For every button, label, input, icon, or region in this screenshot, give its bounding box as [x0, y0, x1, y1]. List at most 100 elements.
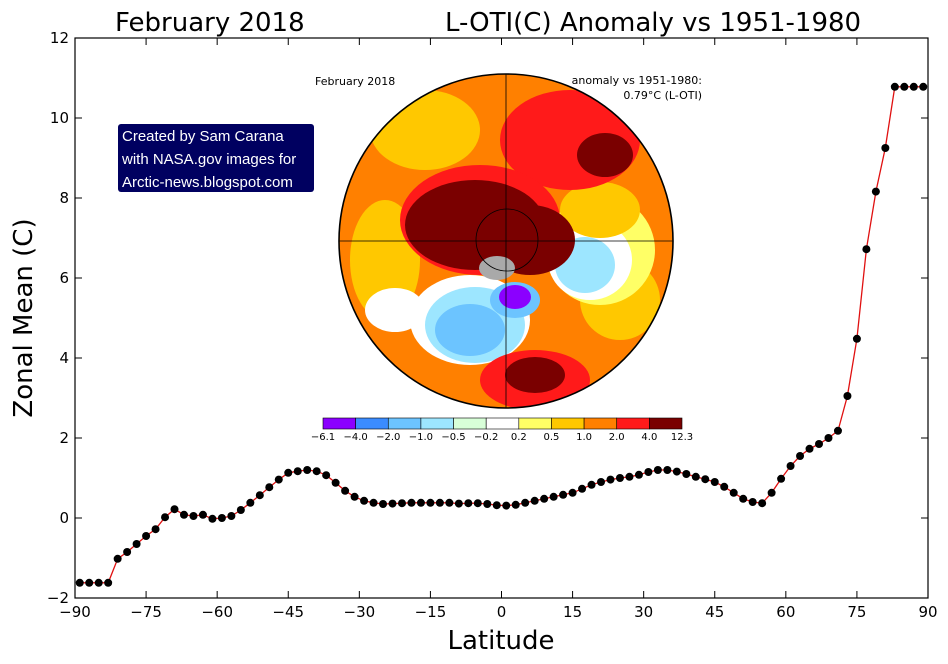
axis-ticks: −90 −75 −60 −45 −30 −15 0 15 30 45 60 75 90 −2 0 2 4 6 8 10… [47, 29, 938, 621]
y-tick-label: 4 [59, 349, 69, 367]
data-point [379, 500, 388, 508]
data-point [132, 540, 141, 548]
data-point [682, 470, 691, 478]
colorbar-label: −1.0 [409, 432, 433, 443]
data-point [748, 498, 757, 506]
data-point [341, 486, 350, 495]
data-point [454, 499, 463, 508]
data-point [511, 500, 520, 509]
credit-line-2: with NASA.gov images for [121, 151, 296, 168]
y-tick-label: 0 [59, 509, 69, 527]
x-tick-label: 30 [634, 603, 653, 621]
data-point [663, 466, 672, 474]
data-point [758, 499, 767, 508]
data-point [170, 505, 179, 514]
data-point [767, 488, 776, 497]
data-point [672, 467, 681, 476]
colorbar-segment [616, 417, 650, 430]
data-point [777, 474, 786, 483]
x-tick-label: −45 [272, 603, 304, 621]
data-point [445, 498, 454, 507]
data-point [416, 498, 425, 507]
colorbar-segment [485, 417, 520, 430]
data-point [881, 144, 890, 152]
data-point [426, 498, 435, 507]
data-point [852, 334, 861, 343]
data-point [293, 467, 302, 476]
data-point [123, 548, 132, 556]
x-tick-label: 90 [918, 603, 937, 621]
data-point [824, 434, 833, 442]
x-axis-label: Latitude [447, 626, 554, 656]
data-point [729, 488, 738, 497]
colorbar-label: −6.1 [311, 432, 335, 443]
colorbar-label: 0.5 [544, 432, 560, 443]
data-point [653, 466, 662, 474]
data-point [236, 506, 245, 514]
data-point [540, 494, 549, 503]
data-point [492, 501, 501, 510]
x-tick-label: 75 [847, 603, 866, 621]
colorbar-label: 4.0 [641, 432, 657, 443]
data-point [710, 478, 719, 486]
data-point [615, 474, 624, 482]
y-tick-label: −2 [47, 589, 69, 607]
colorbar-label: 2.0 [609, 432, 625, 443]
data-point [94, 578, 103, 587]
data-point [606, 475, 615, 484]
data-point [720, 482, 729, 491]
data-point [369, 498, 378, 507]
colorbar-segment [355, 417, 389, 430]
data-point [843, 392, 852, 400]
data-point [805, 444, 814, 453]
data-point [625, 472, 634, 481]
data-point [142, 532, 151, 540]
data-point [701, 475, 710, 484]
data-point [786, 462, 795, 470]
data-point [909, 82, 918, 91]
data-point [483, 500, 492, 508]
credit-box: Created by Sam Carana with NASA.gov imag… [118, 124, 314, 192]
colorbar-label: 1.0 [576, 432, 592, 443]
data-point [407, 498, 416, 507]
data-point [75, 578, 84, 587]
inset-anomaly-label-2: 0.79°C (L-OTI) [623, 89, 702, 102]
data-point [568, 488, 577, 497]
data-point [397, 499, 406, 508]
x-tick-label: 60 [776, 603, 795, 621]
data-point [227, 512, 236, 520]
data-point [521, 498, 530, 507]
y-tick-label: 12 [50, 29, 69, 47]
data-point [634, 470, 643, 479]
x-tick-label: −75 [130, 603, 162, 621]
y-tick-label: 2 [59, 429, 69, 447]
data-point [796, 452, 805, 460]
data-point [331, 478, 340, 487]
data-point [303, 466, 312, 474]
inset-anomaly-label-1: anomaly vs 1951-1980: [572, 74, 702, 87]
colorbar-label: 0.2 [511, 432, 527, 443]
data-point [833, 426, 842, 435]
data-point [388, 499, 397, 508]
colorbar-segment [518, 417, 552, 430]
colorbar-segment [649, 417, 683, 430]
data-point [871, 187, 880, 196]
data-point [161, 513, 170, 522]
data-point [862, 245, 871, 254]
inset-month-label: February 2018 [315, 75, 395, 88]
data-point [530, 496, 539, 505]
colorbar-label: −0.5 [441, 432, 465, 443]
data-series [75, 82, 928, 587]
x-tick-label: 45 [705, 603, 724, 621]
x-tick-label: 0 [497, 603, 507, 621]
data-point [274, 475, 283, 484]
data-point [104, 578, 113, 587]
y-tick-label: 8 [59, 189, 69, 207]
x-tick-label: 15 [563, 603, 582, 621]
data-point [597, 478, 606, 486]
data-point [312, 467, 321, 476]
credit-line-1: Created by Sam Carana [122, 128, 284, 145]
colorbar-label: −4.0 [343, 432, 367, 443]
data-point [900, 82, 909, 91]
